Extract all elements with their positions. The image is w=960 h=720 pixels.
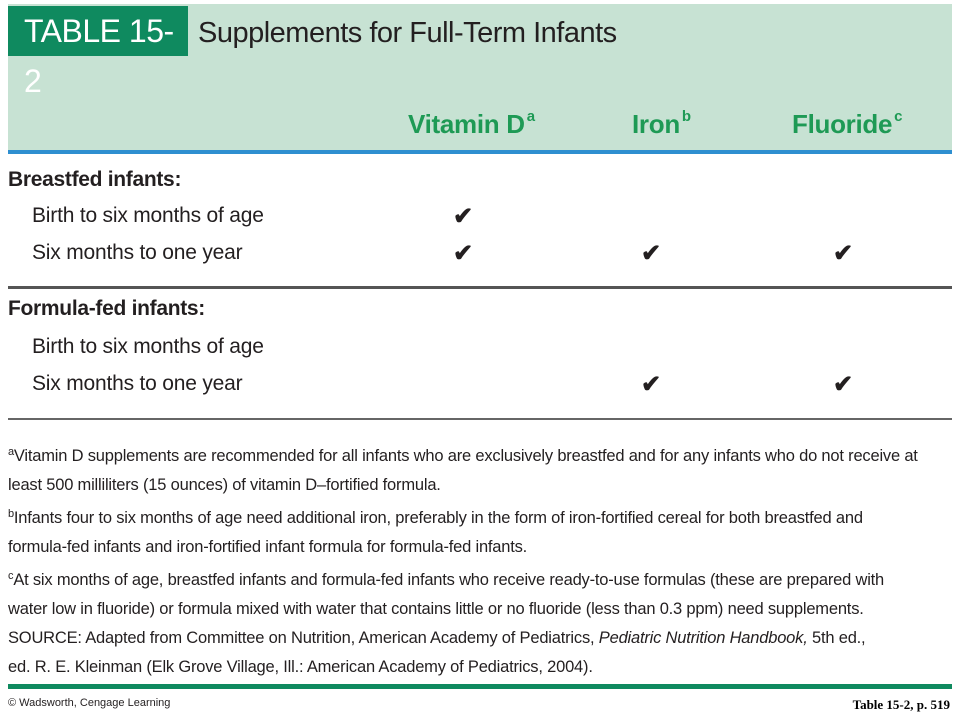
- table-number-label: TABLE 15-2: [8, 6, 188, 99]
- footnote-c-cont: water low in fluoride) or formula mixed …: [8, 600, 864, 618]
- source-line: SOURCE: Adapted from Committee on Nutrit…: [8, 629, 866, 647]
- checkmark-icon: ✔: [832, 371, 854, 398]
- group-divider: [8, 286, 952, 289]
- header-divider: [8, 150, 952, 154]
- column-header-iron: Iron b: [632, 108, 691, 139]
- footnote-divider: [8, 418, 952, 420]
- column-header-fluoride: Fluoride c: [792, 108, 903, 139]
- footnotes: aVitamin D supplements are recommended f…: [8, 438, 956, 682]
- checkmark-icon: ✔: [640, 240, 662, 267]
- footnote-c: cAt six months of age, breastfed infants…: [8, 570, 885, 589]
- checkmark-icon: ✔: [452, 203, 474, 230]
- footnote-a-cont: least 500 milliliters (15 ounces) of vit…: [8, 476, 441, 494]
- row-label: Six months to one year: [32, 241, 243, 264]
- row-label: Birth to six months of age: [32, 204, 264, 227]
- copyright-notice: © Wadsworth, Cengage Learning: [8, 697, 171, 709]
- checkmark-icon: ✔: [832, 240, 854, 267]
- group-label-formula-fed: Formula-fed infants:: [8, 297, 205, 320]
- footnote-a: aVitamin D supplements are recommended f…: [8, 446, 918, 465]
- footnote-b: bInfants four to six months of age need …: [8, 508, 863, 527]
- footnote-b-cont: formula-fed infants and iron-fortified i…: [8, 538, 528, 556]
- source-line-cont: ed. R. E. Kleinman (Elk Grove Village, I…: [8, 658, 593, 676]
- checkmark-icon: ✔: [640, 371, 662, 398]
- group-label-breastfed: Breastfed infants:: [8, 168, 182, 191]
- footer-rule: [8, 684, 952, 689]
- page-reference: Table 15-2, p. 519: [852, 697, 950, 712]
- row-label: Birth to six months of age: [32, 335, 264, 358]
- table-title: Supplements for Full-Term Infants: [198, 17, 617, 49]
- row-label: Six months to one year: [32, 372, 243, 395]
- checkmark-icon: ✔: [452, 240, 474, 267]
